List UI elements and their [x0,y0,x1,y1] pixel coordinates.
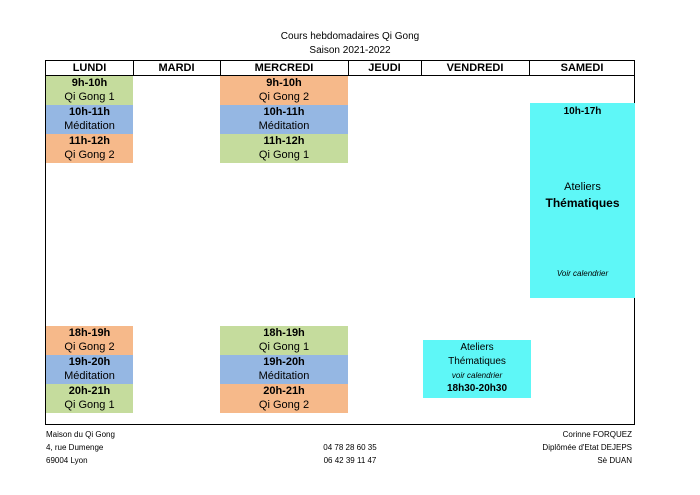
slot-course: Qi Gong 1 [64,91,115,103]
atelier-note: voir calendrier [451,371,503,380]
slot-course: Qi Gong 1 [258,149,310,161]
slot-time: 18h-19h [263,327,305,339]
lundi-slot-1: 9h-10h Qi Gong 1 [46,76,133,105]
slot-time: 11h-12h [69,135,110,147]
column-divider [348,61,349,75]
column-divider [133,61,134,75]
city: 69004 Lyon [46,456,88,465]
mercredi-slot-4: 18h-19h Qi Gong 1 [220,326,348,355]
footer-phones: 04 78 28 60 35 06 42 39 11 47 [0,441,700,467]
atelier-title: Ateliers [460,342,494,353]
footer-address: Maison du Qi Gong 4, rue Dumenge 69004 L… [46,428,115,467]
slot-course: Qi Gong 2 [64,341,115,353]
slot-course: Qi Gong 1 [64,399,115,411]
day-header-samedi: SAMEDI [560,62,604,74]
slot-course: Méditation [64,370,115,382]
mercredi-slot-3: 11h-12h Qi Gong 1 [220,134,348,163]
slot-course: Méditation [64,120,115,132]
atelier-subtitle: Thématiques [448,356,506,367]
day-header-lundi: LUNDI [72,62,107,74]
samedi-atelier: 10h-17h Ateliers Thématiques Voir calend… [530,103,635,298]
lundi-slot-5: 19h-20h Méditation [46,355,133,384]
slot-course: Qi Gong 2 [258,399,310,411]
mercredi-slot-2: 10h-11h Méditation [220,105,348,134]
day-header-mardi: MARDI [158,62,195,74]
slot-time: 10h-11h [69,106,110,118]
lundi-slot-6: 20h-21h Qi Gong 1 [46,384,133,413]
slot-time: 20h-21h [68,385,111,397]
column-divider [529,61,530,75]
mercredi-slot-5: 19h-20h Méditation [220,355,348,384]
slot-time: 18h-19h [68,327,111,339]
day-header-mercredi: MERCREDI [254,62,314,74]
lundi-slot-4: 18h-19h Qi Gong 2 [46,326,133,355]
atelier-time: 10h-17h [563,106,602,117]
phone-number: 04 78 28 60 35 [323,443,377,452]
column-divider [634,61,635,75]
column-divider [421,61,422,75]
atelier-note: Voir calendrier [556,269,609,278]
slot-time: 19h-20h [263,356,305,368]
slot-time: 19h-20h [68,356,111,368]
slot-course: Qi Gong 1 [258,341,310,353]
slot-course: Qi Gong 2 [258,91,310,103]
atelier-subtitle: Thématiques [545,196,620,210]
footer-teacher: Corinne FORQUEZ Diplômée d'Etat DEJEPS S… [542,428,632,467]
season-label: Saison 2021-2022 [309,45,391,56]
teacher-name: Corinne FORQUEZ [562,430,632,439]
teacher-title: Sè DUAN [597,456,632,465]
organization-name: Maison du Qi Gong [46,430,115,439]
column-divider [220,61,221,75]
atelier-title: Ateliers [564,181,601,193]
slot-time: 9h-10h [71,77,108,89]
phone-number: 06 42 39 11 47 [323,456,377,465]
day-header-jeudi: JEUDI [368,62,401,74]
slot-time: 20h-21h [263,385,305,397]
document-title: Cours hebdomadaires Qi Gong [280,31,420,42]
slot-time: 9h-10h [266,77,302,89]
slot-time: 11h-12h [263,135,305,147]
teacher-diploma: Diplômée d'Etat DEJEPS [542,443,632,452]
lundi-slot-3: 11h-12h Qi Gong 2 [46,134,133,163]
slot-time: 10h-11h [263,106,305,118]
atelier-time: 18h30-20h30 [446,383,508,394]
slot-course: Méditation [258,370,310,382]
lundi-slot-2: 10h-11h Méditation [46,105,133,134]
mercredi-slot-1: 9h-10h Qi Gong 2 [220,76,348,105]
vendredi-atelier: Ateliers Thématiques voir calendrier 18h… [423,340,531,398]
slot-course: Méditation [258,120,310,132]
street-address: 4, rue Dumenge [46,443,104,452]
day-header-vendredi: VENDREDI [446,62,504,74]
header-divider [45,75,635,76]
slot-course: Qi Gong 2 [64,149,115,161]
mercredi-slot-6: 20h-21h Qi Gong 2 [220,384,348,413]
